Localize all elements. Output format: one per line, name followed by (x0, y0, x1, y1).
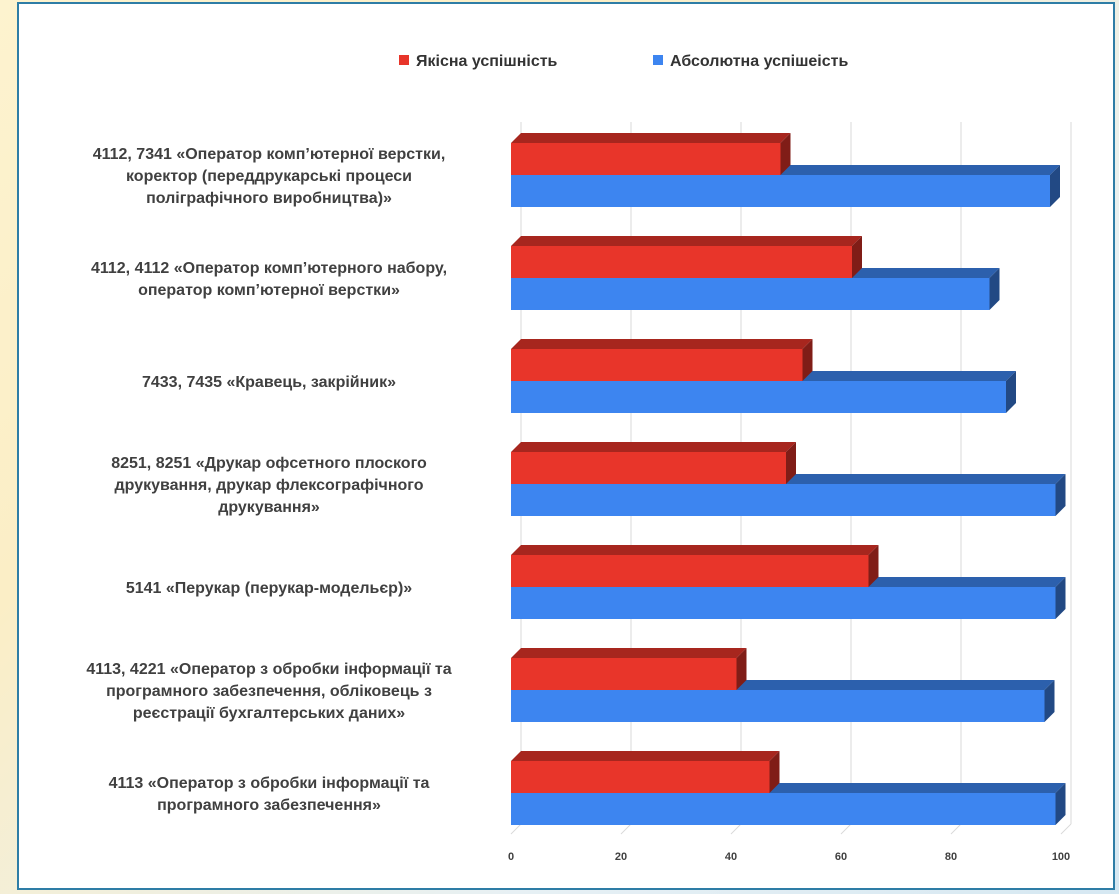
category-label: 8251, 8251 «Друкар офсетного плоского дру… (111, 455, 427, 516)
bar-absolute-side (1044, 680, 1055, 722)
gridline-floor (840, 823, 852, 835)
bar-quality-front (511, 658, 737, 690)
x-tick-label: 100 (1052, 851, 1070, 863)
bar-quality (511, 442, 796, 484)
category-label-line: 4112, 7341 «Оператор комп’ютерної верстк… (93, 146, 446, 163)
category-label-line: друкування» (218, 499, 320, 516)
category-label-line: друкування, друкар флексографічного (115, 477, 424, 494)
bar-quality-top (511, 133, 791, 143)
bar-quality-top (511, 648, 747, 658)
x-tick-label: 60 (835, 851, 847, 863)
category-label-line: 8251, 8251 «Друкар офсетного плоского (111, 455, 427, 472)
gridline-floor (1060, 823, 1072, 835)
bar-quality-front (511, 555, 869, 587)
category-label-line: 5141 «Перукар (перукар-модельєр)» (126, 580, 412, 597)
bars (511, 133, 1066, 825)
bar-quality-side (736, 648, 747, 690)
bar-absolute-front (511, 793, 1056, 825)
bar-quality-top (511, 545, 879, 555)
x-axis-ticks: 0 20 40 60 80 100 (508, 851, 1070, 863)
bar-absolute-front (511, 175, 1050, 207)
gridline-floor (950, 823, 962, 835)
bar-absolute-front (511, 381, 1006, 413)
category-label-line: 7433, 7435 «Кравець, закрійник» (142, 374, 396, 391)
bar-quality-top (511, 751, 780, 761)
bar-quality (511, 648, 747, 690)
bar-chart: Якісна успішність Абсолютна успішеість 41… (86, 53, 1072, 863)
legend-swatch (653, 55, 663, 65)
bar-quality (511, 133, 791, 175)
category-label-line: програмного забезпечення» (157, 797, 381, 814)
bar-quality-front (511, 452, 786, 484)
bar-quality-front (511, 143, 781, 175)
gridline-floor (730, 823, 742, 835)
bar-absolute-front (511, 278, 990, 310)
x-tick-label: 20 (615, 851, 627, 863)
bar-quality-side (868, 545, 879, 587)
bar-quality (511, 751, 780, 793)
category-label: 4112, 7341 «Оператор комп’ютерної верстк… (93, 146, 446, 207)
category-label: 5141 «Перукар (перукар-модельєр)» (126, 580, 412, 597)
bar-quality-front (511, 349, 803, 381)
legend-label: Абсолютна успішеість (670, 53, 848, 70)
bar-quality-side (802, 339, 813, 381)
x-tick-label: 40 (725, 851, 737, 863)
category-label-line: поліграфічного виробництва)» (146, 190, 392, 207)
x-tick-label: 80 (945, 851, 957, 863)
bar-absolute-side (1006, 371, 1016, 413)
category-label-line: оператор комп’ютерної верстки» (138, 282, 400, 299)
bar-quality-side (786, 442, 796, 484)
category-label-line: 4112, 4112 «Оператор комп’ютерного набор… (91, 260, 447, 277)
gridline-floor (620, 823, 632, 835)
bar-quality (511, 236, 862, 278)
x-tick-label: 0 (508, 851, 514, 863)
bar-quality-front (511, 246, 852, 278)
bar-quality (511, 339, 813, 381)
legend: Якісна успішність Абсолютна успішеість (399, 53, 848, 70)
bar-absolute-side (1055, 577, 1066, 619)
category-labels: 4112, 7341 «Оператор комп’ютерної верстк… (86, 146, 451, 814)
bar-quality-top (511, 442, 796, 452)
bar-absolute-side (989, 268, 1000, 310)
bar-quality-side (852, 236, 862, 278)
bar-absolute-side (1050, 165, 1060, 207)
category-label: 7433, 7435 «Кравець, закрійник» (142, 374, 396, 391)
category-label-line: 4113, 4221 «Оператор з обробки інформаці… (86, 661, 451, 678)
bar-absolute-front (511, 484, 1056, 516)
category-label-line: 4113 «Оператор з обробки інформації та (109, 775, 430, 792)
category-label-line: програмного забезпечення, обліковець з (106, 683, 432, 700)
chart-frame: Якісна успішність Абсолютна успішеість 41… (17, 2, 1115, 890)
bar-quality (511, 545, 879, 587)
category-label-line: коректор (переддрукарські процеси (126, 168, 412, 185)
category-label: 4113 «Оператор з обробки інформації та пр… (109, 775, 430, 814)
bar-absolute-front (511, 690, 1045, 722)
category-label: 4112, 4112 «Оператор комп’ютерного набор… (91, 260, 447, 299)
gridline-floor (510, 823, 522, 835)
bar-quality-front (511, 761, 770, 793)
bar-absolute-side (1055, 474, 1066, 516)
bar-quality-side (780, 133, 791, 175)
bar-quality-top (511, 339, 813, 349)
legend-label: Якісна успішність (416, 53, 558, 70)
category-label: 4113, 4221 «Оператор з обробки інформаці… (86, 661, 451, 722)
bar-absolute (511, 680, 1055, 722)
legend-swatch (399, 55, 409, 65)
bar-quality-top (511, 236, 862, 246)
bar-absolute-side (1055, 783, 1066, 825)
bar-quality-side (769, 751, 780, 793)
category-label-line: реєстрації бухгалтерських даних» (133, 705, 405, 722)
bar-absolute-front (511, 587, 1056, 619)
